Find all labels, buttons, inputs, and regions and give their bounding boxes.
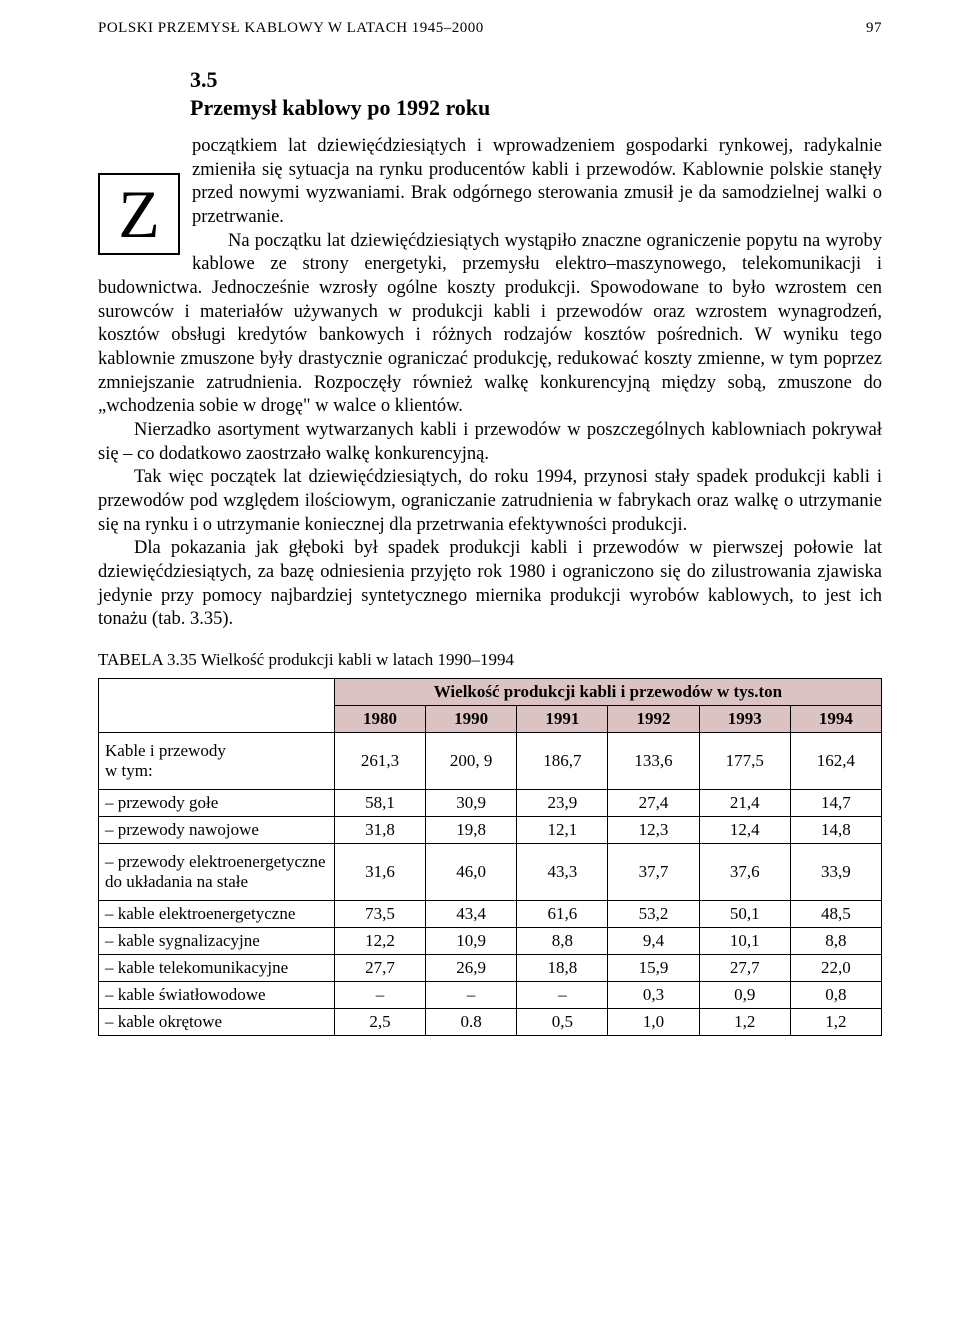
table-cell: 26,9 [426, 955, 517, 982]
table-cell: 23,9 [517, 790, 608, 817]
table-cell: 1,0 [608, 1009, 699, 1036]
paragraph-4: Dla pokazania jak głęboki był spadek pro… [98, 537, 882, 632]
table-cell: 27,7 [699, 955, 790, 982]
row-label: – kable telekomunikacyjne [99, 955, 335, 982]
table-cell: 37,7 [608, 844, 699, 901]
running-title: POLSKI PRZEMYSŁ KABLOWY W LATACH 1945–20… [98, 20, 484, 37]
paragraph-1: początkiem lat dziewięćdziesiątych i wpr… [98, 135, 882, 230]
table-cell: 9,4 [608, 928, 699, 955]
table-cell: 8,8 [517, 928, 608, 955]
table-cell: 2,5 [334, 1009, 425, 1036]
table-cell: 30,9 [426, 790, 517, 817]
row-label: – kable sygnalizacyjne [99, 928, 335, 955]
table-cell: 162,4 [790, 733, 881, 790]
table-cell: 73,5 [334, 901, 425, 928]
table-cell: 48,5 [790, 901, 881, 928]
table-cell: 14,7 [790, 790, 881, 817]
table-cell: 14,8 [790, 817, 881, 844]
production-table: Wielkość produkcji kabli i przewodów w t… [98, 678, 882, 1036]
table-caption: TABELA 3.35 Wielkość produkcji kabli w l… [98, 650, 882, 670]
table-cell: 22,0 [790, 955, 881, 982]
table-cell: 1,2 [699, 1009, 790, 1036]
table-cell: 10,1 [699, 928, 790, 955]
table-cell: 200, 9 [426, 733, 517, 790]
table-year-header: 1992 [608, 706, 699, 733]
table-cell: 261,3 [334, 733, 425, 790]
table-cell: – [517, 982, 608, 1009]
table-cell: 12,1 [517, 817, 608, 844]
table-cell: – [334, 982, 425, 1009]
table-cell: 0,5 [517, 1009, 608, 1036]
table-cell: 0,3 [608, 982, 699, 1009]
table-cell: – [426, 982, 517, 1009]
table-cell: 0.8 [426, 1009, 517, 1036]
table-cell: 12,3 [608, 817, 699, 844]
table-cell: 50,1 [699, 901, 790, 928]
table-cell: 31,6 [334, 844, 425, 901]
paragraph-1b: Na początku lat dziewięćdziesiątych wyst… [98, 230, 882, 419]
table-cell: 61,6 [517, 901, 608, 928]
table-cell: 33,9 [790, 844, 881, 901]
section-title: Przemysł kablowy po 1992 roku [190, 95, 882, 121]
table-cell: 10,9 [426, 928, 517, 955]
table-cell: 27,4 [608, 790, 699, 817]
table-cell: 8,8 [790, 928, 881, 955]
table-cell: 43,3 [517, 844, 608, 901]
table-cell: 31,8 [334, 817, 425, 844]
table-cell: 15,9 [608, 955, 699, 982]
table-cell: 27,7 [334, 955, 425, 982]
table-cell: 186,7 [517, 733, 608, 790]
table-year-header: 1993 [699, 706, 790, 733]
table-cell: 12,2 [334, 928, 425, 955]
table-cell: 0,8 [790, 982, 881, 1009]
table-cell: 18,8 [517, 955, 608, 982]
row-label: – przewody nawojowe [99, 817, 335, 844]
table-cell: 37,6 [699, 844, 790, 901]
table-row: – kable telekomunikacyjne27,726,918,815,… [99, 955, 882, 982]
drop-cap: Z [98, 173, 180, 255]
row-label: – przewody gołe [99, 790, 335, 817]
table-row: Kable i przewodyw tym:261,3200, 9186,713… [99, 733, 882, 790]
table-year-header: 1994 [790, 706, 881, 733]
table-row: – przewody gołe58,130,923,927,421,414,7 [99, 790, 882, 817]
table-row: – kable elektroenergetyczne73,543,461,65… [99, 901, 882, 928]
table-cell: 177,5 [699, 733, 790, 790]
running-header: POLSKI PRZEMYSŁ KABLOWY W LATACH 1945–20… [98, 20, 882, 37]
section-heading: 3.5 Przemysł kablowy po 1992 roku [98, 67, 882, 121]
row-label: – kable światłowodowe [99, 982, 335, 1009]
table-cell: 133,6 [608, 733, 699, 790]
table-row: – przewody nawojowe31,819,812,112,312,41… [99, 817, 882, 844]
table-cell: 1,2 [790, 1009, 881, 1036]
table-year-header: 1980 [334, 706, 425, 733]
section-number: 3.5 [190, 67, 882, 93]
paragraph-2: Nierzadko asortyment wytwarzanych kabli … [98, 419, 882, 466]
table-row: – przewody elektroenergetycznedo układan… [99, 844, 882, 901]
table-cell: 53,2 [608, 901, 699, 928]
table-cell: 21,4 [699, 790, 790, 817]
table-cell: 43,4 [426, 901, 517, 928]
table-corner [99, 679, 335, 733]
table-row: – kable światłowodowe–––0,30,90,8 [99, 982, 882, 1009]
drop-cap-letter: Z [118, 180, 160, 248]
table-cell: 12,4 [699, 817, 790, 844]
table-year-header: 1990 [426, 706, 517, 733]
row-label: – przewody elektroenergetycznedo układan… [99, 844, 335, 901]
table-cell: 46,0 [426, 844, 517, 901]
row-label: – kable elektroenergetyczne [99, 901, 335, 928]
table-row: – kable sygnalizacyjne12,210,98,89,410,1… [99, 928, 882, 955]
table-year-header: 1991 [517, 706, 608, 733]
table-row: – kable okrętowe2,50.80,51,01,21,2 [99, 1009, 882, 1036]
row-label: – kable okrętowe [99, 1009, 335, 1036]
table-cell: 58,1 [334, 790, 425, 817]
table-header-main: Wielkość produkcji kabli i przewodów w t… [334, 679, 881, 706]
page-number: 97 [866, 20, 882, 37]
table-cell: 0,9 [699, 982, 790, 1009]
table-cell: 19,8 [426, 817, 517, 844]
row-label: Kable i przewodyw tym: [99, 733, 335, 790]
paragraph-3: Tak więc początek lat dziewięćdziesiątyc… [98, 466, 882, 537]
